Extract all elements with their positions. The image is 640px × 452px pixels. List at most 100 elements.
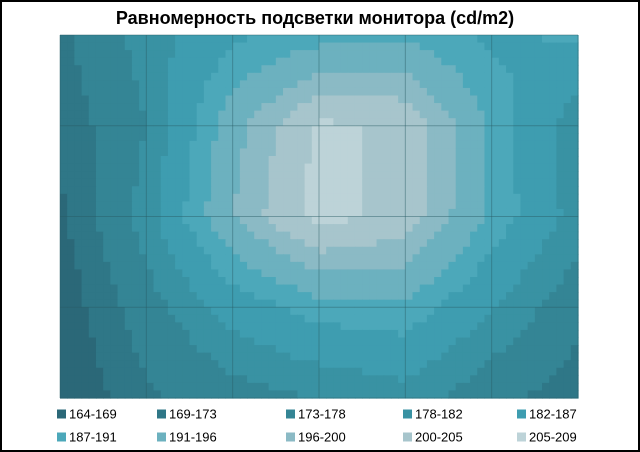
contour-cell: [297, 103, 306, 112]
contour-cell: [203, 299, 212, 308]
contour-cell: [441, 352, 450, 361]
contour-cell: [347, 239, 356, 248]
contour-cell: [232, 314, 241, 323]
contour-cell: [153, 375, 162, 384]
contour-cell: [498, 360, 507, 369]
contour-cell: [534, 193, 543, 202]
contour-cell: [139, 307, 147, 316]
contour-cell: [153, 269, 162, 278]
contour-cell: [470, 224, 478, 233]
contour-cell: [448, 201, 457, 210]
contour-cell: [261, 50, 270, 59]
contour-cell: [513, 216, 522, 225]
contour-cell: [441, 201, 450, 210]
contour-cell: [491, 95, 500, 104]
contour-cell: [383, 224, 392, 233]
contour-cell: [239, 50, 248, 59]
contour-cell: [426, 382, 435, 392]
contour-cell: [419, 284, 428, 293]
contour-cell: [153, 87, 162, 97]
contour-cell: [398, 299, 406, 308]
contour-cell: [232, 360, 241, 369]
contour-cell: [124, 193, 133, 202]
contour-cell: [232, 367, 241, 376]
contour-cell: [182, 95, 191, 104]
contour-cell: [196, 307, 205, 316]
contour-cell: [340, 50, 349, 59]
contour-cell: [247, 254, 255, 263]
contour-cell: [196, 35, 205, 44]
contour-cell: [326, 35, 334, 44]
contour-cell: [527, 216, 536, 225]
contour-cell: [441, 42, 450, 51]
contour-cell: [60, 118, 68, 127]
contour-cell: [60, 103, 68, 112]
contour-cell: [146, 284, 155, 293]
contour-cell: [347, 337, 356, 346]
contour-cell: [232, 125, 241, 134]
contour-cell: [347, 292, 356, 301]
contour-cell: [139, 254, 147, 263]
contour-cell: [498, 103, 507, 112]
contour-cell: [376, 375, 385, 384]
contour-cell: [81, 50, 90, 59]
contour-cell: [283, 118, 291, 127]
contour-cell: [203, 80, 212, 89]
contour-cell: [131, 178, 140, 187]
contour-cell: [261, 284, 270, 293]
contour-cell: [534, 382, 543, 392]
contour-cell: [124, 239, 133, 248]
contour-cell: [506, 382, 514, 392]
contour-cell: [103, 292, 111, 301]
contour-cell: [398, 239, 406, 248]
contour-cell: [426, 367, 435, 376]
contour-cell: [153, 65, 162, 74]
contour-cell: [67, 148, 75, 157]
contour-cell: [484, 178, 493, 187]
contour-cell: [103, 322, 111, 331]
contour-cell: [563, 337, 572, 346]
contour-cell: [376, 118, 385, 127]
contour-cell: [74, 269, 83, 278]
contour-cell: [498, 345, 507, 354]
contour-cell: [484, 246, 493, 255]
contour-cell: [448, 284, 457, 293]
contour-cell: [211, 208, 219, 218]
contour-cell: [484, 367, 493, 376]
contour-cell: [153, 292, 162, 301]
contour-cell: [225, 65, 234, 74]
contour-cell: [563, 390, 572, 399]
contour-cell: [333, 239, 342, 248]
contour-cell: [167, 322, 176, 331]
contour-cell: [117, 42, 126, 51]
contour-cell: [549, 65, 558, 74]
contour-cell: [491, 284, 500, 293]
contour-cell: [117, 140, 126, 150]
contour-cell: [196, 254, 205, 263]
contour-cell: [290, 50, 299, 59]
contour-cell: [311, 201, 320, 210]
contour-cell: [239, 193, 248, 202]
contour-cell: [383, 171, 392, 180]
contour-cell: [74, 352, 83, 361]
contour-cell: [74, 322, 83, 331]
contour-cell: [527, 163, 536, 172]
contour-cell: [398, 345, 406, 354]
contour-cell: [117, 367, 126, 376]
contour-cell: [247, 35, 255, 44]
contour-cell: [556, 208, 565, 218]
contour-cell: [527, 299, 536, 308]
contour-cell: [513, 133, 522, 142]
contour-cell: [563, 307, 572, 316]
contour-cell: [455, 50, 464, 59]
contour-cell: [347, 95, 356, 104]
contour-cell: [491, 246, 500, 255]
contour-cell: [131, 95, 140, 104]
contour-cell: [549, 239, 558, 248]
contour-cell: [412, 103, 421, 112]
contour-cell: [426, 87, 435, 97]
contour-cell: [196, 42, 205, 51]
contour-cell: [196, 375, 205, 384]
contour-cell: [182, 125, 191, 134]
contour-cell: [542, 171, 550, 180]
